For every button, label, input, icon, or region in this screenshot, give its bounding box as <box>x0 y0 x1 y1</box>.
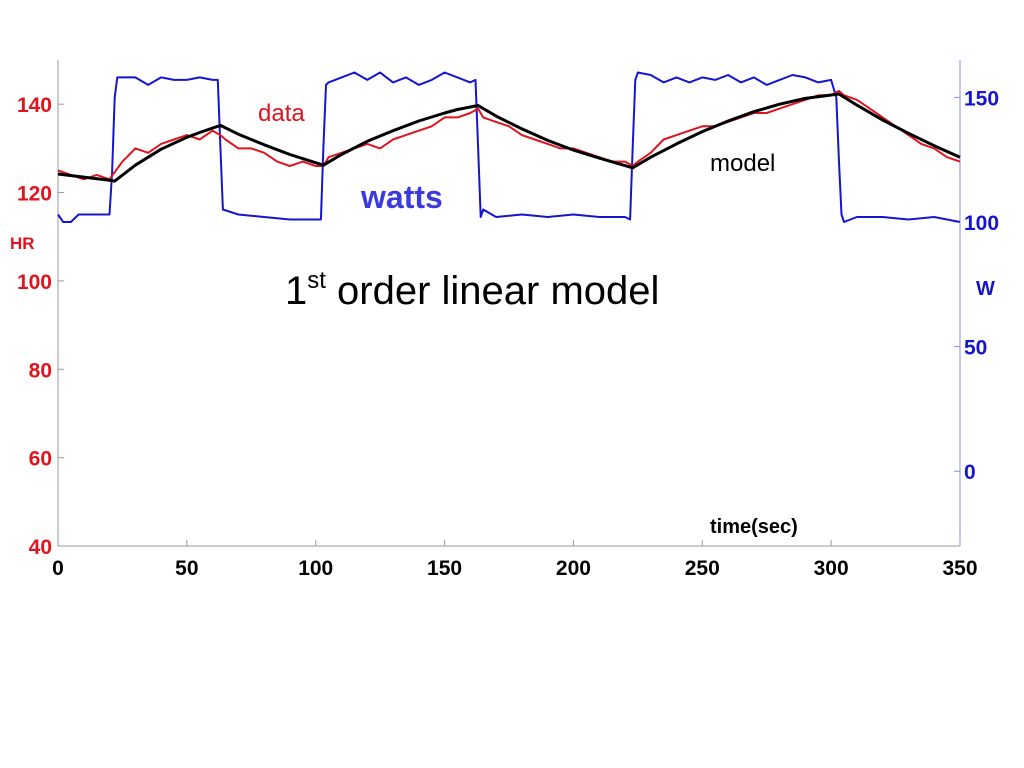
x-axis-label: time(sec) <box>710 516 798 538</box>
left-tick-labels: 40 60 80 100 120 140 <box>17 94 64 559</box>
tick-label-x: 250 <box>685 557 720 580</box>
tick-label-left: 80 <box>29 359 52 382</box>
chart-title: 1st order linear model <box>285 267 659 313</box>
right-tick-labels: 0 50 100 150 <box>954 87 999 484</box>
title-main: 1 <box>285 269 307 313</box>
tick-label-x: 50 <box>175 557 198 580</box>
tick-label-left: 40 <box>29 536 52 559</box>
tick-label-x: 150 <box>427 557 462 580</box>
annotation-watts: watts <box>360 179 443 215</box>
tick-label-left: 120 <box>17 183 52 206</box>
tick-label-right: 50 <box>964 337 987 360</box>
title-rest: order linear model <box>326 269 660 313</box>
tick-label-x: 200 <box>556 557 591 580</box>
series-line-watts <box>57 71 961 223</box>
tick-label-left: 100 <box>17 271 52 294</box>
title-superscript: st <box>307 267 326 294</box>
y-axis-label-left: HR <box>10 234 35 253</box>
tick-label-x: 0 <box>52 557 64 580</box>
series-line-model <box>57 92 961 183</box>
tick-label-right: 100 <box>964 212 999 235</box>
tick-label-x: 350 <box>942 557 977 580</box>
tick-label-left: 140 <box>17 94 52 117</box>
tick-label-x: 300 <box>814 557 849 580</box>
series-layer <box>57 71 961 223</box>
x-tick-labels: 0 50 100 150 200 250 300 350 <box>52 540 978 580</box>
y-axis-label-right: W <box>976 278 995 300</box>
tick-label-right: 150 <box>964 87 999 110</box>
tick-label-left: 60 <box>29 448 52 471</box>
tick-label-right: 0 <box>964 461 976 484</box>
tick-label-x: 100 <box>298 557 333 580</box>
annotation-data: data <box>258 100 305 127</box>
annotation-model: model <box>710 150 775 177</box>
